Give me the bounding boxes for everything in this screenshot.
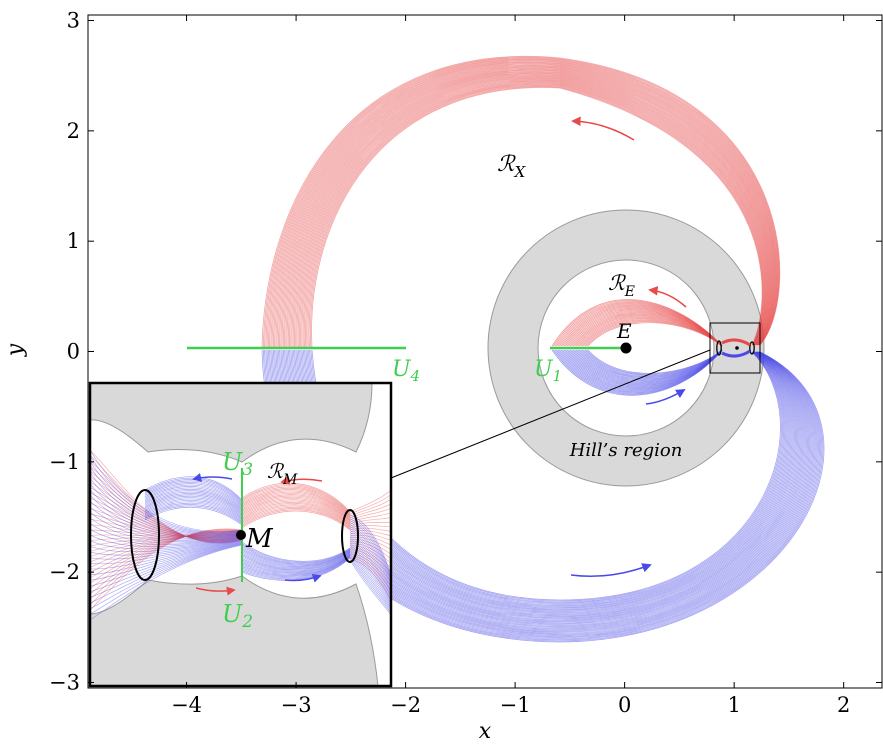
inset: U3 U2 ℛM M <box>90 383 391 686</box>
y-tick-label: −1 <box>49 450 80 474</box>
label-u1: U1 <box>534 357 562 385</box>
arrow-blue-outer <box>571 565 650 576</box>
y-tick-label: −2 <box>49 560 80 584</box>
y-tick-label: 2 <box>67 119 80 143</box>
label-hill-region: Hill’s region <box>569 440 683 461</box>
x-axis-label: x <box>479 719 492 744</box>
x-tick-label: −4 <box>171 693 202 717</box>
x-tick-label: 2 <box>837 693 850 717</box>
moon-marker <box>236 530 246 540</box>
y-tick-label: −3 <box>49 670 80 694</box>
label-region-e: ℛE <box>608 271 635 300</box>
label-region-x: ℛX <box>497 152 527 181</box>
label-moon: M <box>245 524 274 554</box>
x-tick-label: 0 <box>618 693 631 717</box>
y-tick-label: 1 <box>67 229 80 253</box>
y-tick-label: 3 <box>67 9 80 33</box>
label-earth: E <box>616 319 632 343</box>
x-tick-label: 1 <box>727 693 740 717</box>
label-u4: U4 <box>392 357 420 385</box>
earth-marker <box>621 343 632 354</box>
arrow-rx <box>573 121 634 140</box>
y-axis-label: y <box>3 343 28 357</box>
y-tick-label: 0 <box>67 340 80 364</box>
x-tick-label: −1 <box>500 693 531 717</box>
x-tick-label: −3 <box>281 693 312 717</box>
x-tick-label: −2 <box>390 693 421 717</box>
